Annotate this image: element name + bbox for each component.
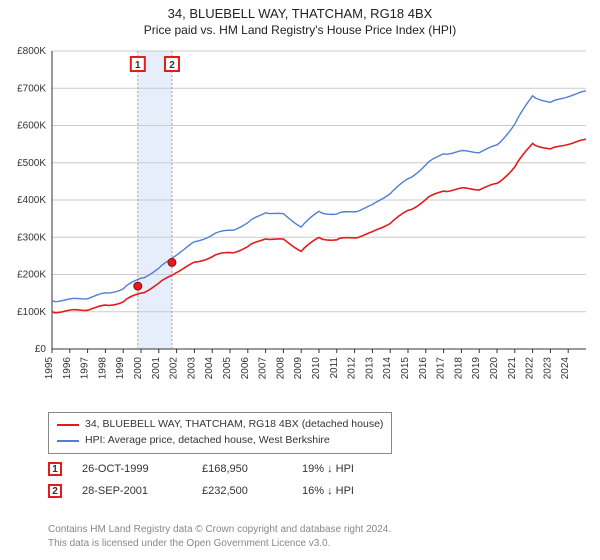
svg-text:£600K: £600K (17, 121, 46, 132)
svg-text:2002: 2002 (169, 357, 180, 380)
chart-area: £0 £100K £200K £300K £400K £500K £600K £700K £80… (8, 45, 592, 405)
svg-text:1995: 1995 (44, 357, 55, 380)
legend-swatch-hpi (57, 440, 79, 442)
sale-date-1: 26-OCT-1999 (82, 463, 182, 475)
sale-price-1: £168,950 (202, 463, 282, 475)
legend-row-hpi: HPI: Average price, detached house, West… (57, 433, 383, 449)
svg-text:1996: 1996 (62, 357, 73, 380)
sale-date-2: 28-SEP-2001 (82, 485, 182, 497)
svg-text:£200K: £200K (17, 270, 46, 281)
svg-text:2023: 2023 (542, 357, 553, 380)
sale-diff-2: 16% ↓ HPI (302, 485, 392, 497)
svg-text:2012: 2012 (347, 357, 358, 380)
svg-text:2014: 2014 (382, 357, 393, 380)
svg-text:2024: 2024 (560, 357, 571, 380)
svg-text:2022: 2022 (525, 357, 536, 380)
legend-label-property: 34, BLUEBELL WAY, THATCHAM, RG18 4BX (de… (85, 417, 383, 433)
svg-text:2017: 2017 (436, 357, 447, 380)
svg-text:2016: 2016 (418, 357, 429, 380)
sale-row-1: 1 26-OCT-1999 £168,950 19% ↓ HPI (48, 458, 392, 480)
chart-title-block: 34, BLUEBELL WAY, THATCHAM, RG18 4BX Pri… (0, 0, 600, 37)
svg-text:£0: £0 (35, 344, 47, 355)
svg-text:2013: 2013 (364, 357, 375, 380)
svg-text:1999: 1999 (115, 357, 126, 380)
svg-text:1: 1 (135, 60, 141, 71)
svg-text:2019: 2019 (471, 357, 482, 380)
sale-row-2: 2 28-SEP-2001 £232,500 16% ↓ HPI (48, 480, 392, 502)
svg-text:£500K: £500K (17, 158, 46, 169)
svg-text:2015: 2015 (400, 357, 411, 380)
svg-text:2000: 2000 (133, 357, 144, 380)
svg-text:2010: 2010 (311, 357, 322, 380)
legend-swatch-property (57, 424, 79, 426)
svg-text:£800K: £800K (17, 46, 46, 57)
title-subtitle: Price paid vs. HM Land Registry's House … (0, 23, 600, 37)
legend-label-hpi: HPI: Average price, detached house, West… (85, 433, 330, 449)
svg-text:2008: 2008 (275, 357, 286, 380)
svg-text:2009: 2009 (293, 357, 304, 380)
sale-marker-2: 2 (48, 484, 62, 498)
svg-text:1997: 1997 (80, 357, 91, 380)
svg-text:2018: 2018 (453, 357, 464, 380)
title-address: 34, BLUEBELL WAY, THATCHAM, RG18 4BX (0, 6, 600, 21)
svg-text:£400K: £400K (17, 195, 46, 206)
footer-line1: Contains HM Land Registry data © Crown c… (48, 523, 391, 537)
svg-text:£700K: £700K (17, 83, 46, 94)
sale-diff-1: 19% ↓ HPI (302, 463, 392, 475)
sale-price-2: £232,500 (202, 485, 282, 497)
svg-text:2007: 2007 (258, 357, 269, 380)
line-chart: £0 £100K £200K £300K £400K £500K £600K £700K £80… (8, 45, 592, 405)
svg-text:2006: 2006 (240, 357, 251, 380)
sale-records: 1 26-OCT-1999 £168,950 19% ↓ HPI 2 28-SE… (48, 458, 392, 502)
svg-text:1998: 1998 (97, 357, 108, 380)
legend-box: 34, BLUEBELL WAY, THATCHAM, RG18 4BX (de… (48, 412, 392, 454)
svg-text:2020: 2020 (489, 357, 500, 380)
svg-text:£100K: £100K (17, 307, 46, 318)
svg-text:2: 2 (169, 60, 175, 71)
sale-marker-1: 1 (48, 462, 62, 476)
svg-text:2011: 2011 (329, 357, 340, 379)
svg-text:2005: 2005 (222, 357, 233, 380)
svg-text:2003: 2003 (186, 357, 197, 380)
svg-text:2021: 2021 (507, 357, 518, 380)
footer-attribution: Contains HM Land Registry data © Crown c… (48, 523, 391, 550)
svg-text:2004: 2004 (204, 357, 215, 380)
svg-text:£300K: £300K (17, 232, 46, 243)
footer-line2: This data is licensed under the Open Gov… (48, 537, 391, 551)
legend-row-property: 34, BLUEBELL WAY, THATCHAM, RG18 4BX (de… (57, 417, 383, 433)
svg-text:2001: 2001 (151, 357, 162, 380)
